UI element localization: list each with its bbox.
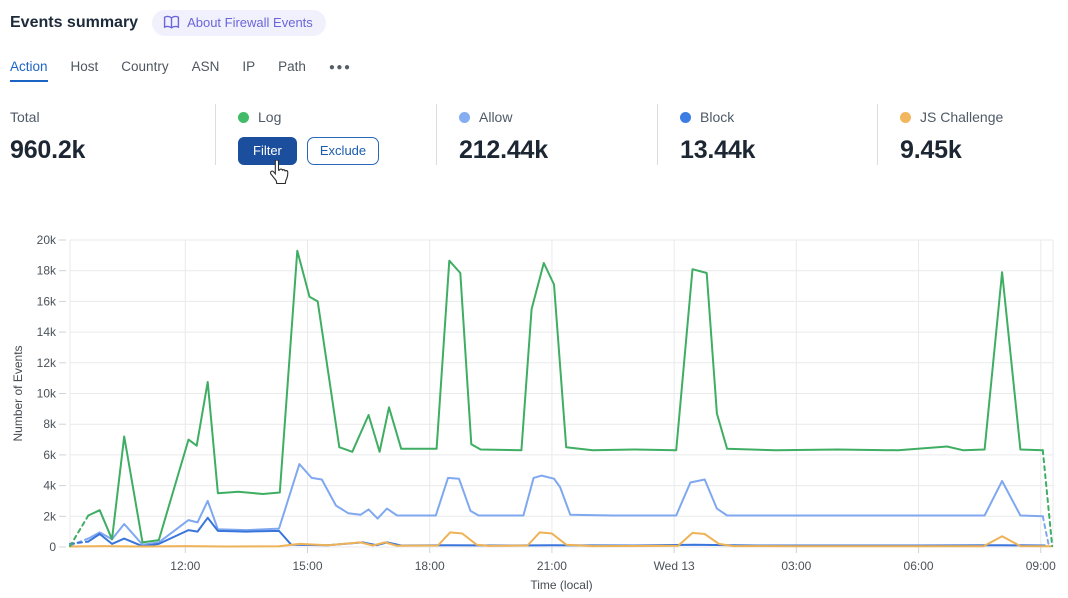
filter-button[interactable]: Filter <box>238 137 297 165</box>
y-tick-label: 2k <box>43 509 57 523</box>
stat-head: JS Challenge <box>900 107 1065 127</box>
stat-label: Total <box>10 109 40 125</box>
x-tick-label: 18:00 <box>415 559 445 573</box>
stat-label: Allow <box>479 109 513 125</box>
y-tick-label: 14k <box>37 325 57 339</box>
x-axis-title: Time (local) <box>530 578 592 592</box>
legend-dot-block <box>680 111 691 123</box>
exclude-button[interactable]: Exclude <box>306 137 380 165</box>
stat-head: Total <box>10 107 215 127</box>
page-title: Events summary <box>10 14 139 31</box>
x-tick-label: 09:00 <box>1026 559 1056 573</box>
series-js-challenge-line <box>69 531 1052 548</box>
stat-allow: Allow 212.44k <box>436 104 657 165</box>
tabs-bar: Action Host Country ASN IP Path ●●● <box>10 59 352 82</box>
tab-ip[interactable]: IP <box>242 59 256 74</box>
tab-host[interactable]: Host <box>70 59 99 74</box>
x-tick-label: 03:00 <box>781 559 811 573</box>
stat-head: Allow <box>459 107 657 127</box>
about-firewall-events-badge[interactable]: About Firewall Events <box>152 10 326 36</box>
series-block-line <box>87 516 1046 548</box>
stat-label: JS Challenge <box>920 109 1004 125</box>
tab-country[interactable]: Country <box>121 59 169 74</box>
stat-block: Block 13.44k <box>657 104 877 165</box>
book-icon <box>163 15 180 29</box>
y-tick-label: 10k <box>37 387 57 401</box>
tabs-more-button[interactable]: ●●● <box>328 62 352 73</box>
x-tick-label: 15:00 <box>292 559 322 573</box>
stats-row: Total 960.2k Log Filter Exclude Allow 212.44k B… <box>10 104 1065 185</box>
y-tick-label: 4k <box>43 479 57 493</box>
x-tick-label: 06:00 <box>904 559 934 573</box>
x-tick-label: 21:00 <box>537 559 567 573</box>
y-axis-title: Number of Events <box>11 345 25 441</box>
x-tick-label: Wed 13 <box>654 559 695 573</box>
series-log-dashed <box>1041 449 1054 548</box>
stat-js-challenge: JS Challenge 9.45k <box>877 104 1065 165</box>
stat-value: 960.2k <box>10 136 86 164</box>
tab-asn[interactable]: ASN <box>191 59 220 74</box>
stat-label: Block <box>700 109 735 125</box>
log-hover-buttons: Filter Exclude <box>238 137 436 185</box>
series-log-line <box>87 249 1044 544</box>
stat-total: Total 960.2k <box>10 104 215 165</box>
stat-head: Block <box>680 107 877 127</box>
tab-action[interactable]: Action <box>10 59 48 82</box>
legend-dot-allow <box>459 111 470 123</box>
stat-value: 13.44k <box>680 136 756 164</box>
y-tick-label: 8k <box>43 417 57 431</box>
legend-dot-js-challenge <box>900 111 911 123</box>
series-allow-dashed <box>1041 515 1050 548</box>
header: Events summary About Firewall Events <box>10 10 326 36</box>
legend-dot-log <box>238 111 249 123</box>
tab-path[interactable]: Path <box>278 59 306 74</box>
stat-head: Log <box>238 107 436 127</box>
y-tick-label: 12k <box>37 356 57 370</box>
events-chart: 0 2k 4k 6k 8k 10k 12k 14k 16k 18k 20k 12:00 15:00 18:… <box>11 233 1056 592</box>
y-tick-label: 20k <box>37 233 57 247</box>
series-allow-line <box>87 463 1044 546</box>
stat-log: Log Filter Exclude <box>215 104 436 185</box>
stat-value: 9.45k <box>900 136 962 164</box>
series-block-dashed <box>69 540 90 545</box>
y-tick-label: 18k <box>37 264 57 278</box>
about-badge-label: About Firewall Events <box>187 15 313 30</box>
x-tick-label: 12:00 <box>170 559 200 573</box>
y-tick-label: 0 <box>49 540 56 554</box>
stat-label: Log <box>258 109 282 125</box>
y-tick-label: 6k <box>43 448 57 462</box>
y-tick-label: 16k <box>37 294 57 308</box>
series-log-dashed <box>69 514 90 548</box>
stat-value: 212.44k <box>459 136 548 164</box>
